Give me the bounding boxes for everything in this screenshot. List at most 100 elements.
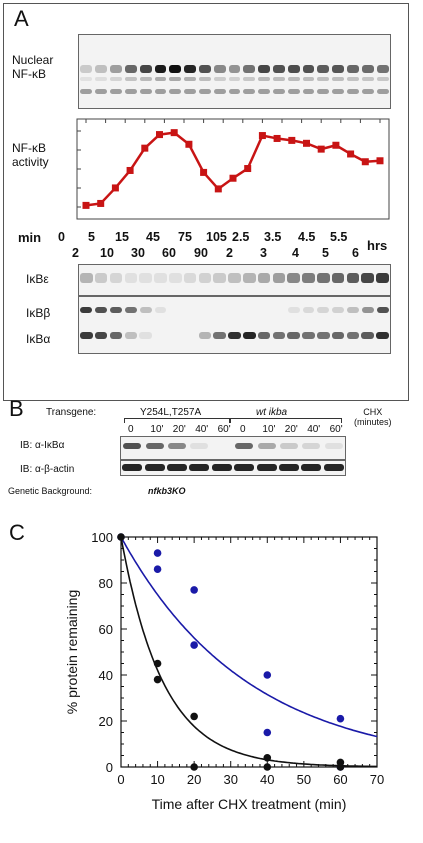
- blot-band: [302, 307, 315, 313]
- blot-band: [139, 89, 152, 94]
- blot-band: [324, 443, 343, 449]
- blot-band: [154, 89, 167, 94]
- blot-band: [184, 65, 196, 73]
- time-tick-bottom: 3: [260, 246, 267, 260]
- blot-band: [154, 307, 167, 313]
- actin-blot: [120, 460, 346, 476]
- blot-band: [198, 77, 211, 81]
- blot-band: [376, 89, 389, 94]
- decay-point: [190, 763, 198, 771]
- time-tick-bottom: 6: [352, 246, 359, 260]
- blot-band: [376, 77, 389, 81]
- y-tick-label: 100: [91, 530, 113, 545]
- blot-band: [273, 89, 285, 94]
- blot-band: [80, 273, 93, 283]
- y-tick-label: 20: [99, 714, 113, 729]
- blot-band: [376, 273, 389, 283]
- blot-band: [124, 307, 137, 313]
- decay-point: [263, 763, 272, 771]
- decay-point: [190, 712, 198, 721]
- activity-point: [303, 139, 310, 147]
- activity-point: [111, 184, 119, 192]
- transgene-label: Transgene:: [46, 407, 97, 418]
- decay-fit-line: [120, 536, 378, 768]
- chx-label: CHX (minutes): [354, 407, 392, 427]
- activity-point: [347, 150, 355, 158]
- blot-band: [332, 89, 345, 94]
- activity-point: [361, 158, 369, 166]
- ib-actin-label: IB: α-β-actin: [20, 464, 75, 475]
- blot-band: [317, 307, 330, 313]
- time-tick-top: 4.5: [298, 230, 316, 244]
- blot-band: [169, 89, 182, 94]
- blot-band: [213, 65, 226, 73]
- activity-point: [200, 168, 208, 176]
- blot-band: [213, 273, 226, 283]
- y-tick-label: 80: [99, 576, 113, 591]
- blot-band: [80, 307, 93, 313]
- time-tick-bottom: 60: [162, 246, 176, 260]
- protein-decay-chart: 0 10 20 30 40 50 60 70 0 20 40 60 80 100 Time after CH…: [64, 530, 384, 812]
- activity-point: [214, 185, 222, 193]
- blot-band: [139, 65, 152, 73]
- blot-band: [95, 89, 108, 94]
- blot-band: [122, 464, 143, 471]
- blot-band: [94, 332, 108, 339]
- activity-point: [317, 145, 325, 153]
- ikbe-label: IκBε: [26, 272, 49, 286]
- activity-point: [244, 165, 252, 173]
- blot-band: [317, 89, 330, 94]
- decay-point: [153, 659, 162, 668]
- ib-ikba-label: IB: α-IκBα: [20, 440, 65, 451]
- blot-band: [346, 273, 360, 283]
- blot-band: [331, 273, 345, 283]
- activity-point: [156, 131, 163, 139]
- blot-band: [243, 332, 256, 339]
- x-tick-label: 40: [260, 772, 274, 787]
- blot-band: [110, 65, 122, 73]
- blot-band: [169, 77, 182, 81]
- transgene-group-wt: wt ikba: [256, 407, 288, 418]
- chx-time-label: 60': [217, 424, 231, 435]
- decay-point: [336, 714, 345, 723]
- decay-point: [190, 586, 198, 594]
- blot-band: [80, 89, 93, 94]
- blot-band: [213, 89, 226, 94]
- blot-band: [198, 65, 211, 73]
- blot-band: [228, 65, 241, 73]
- time-tick-top: 15: [115, 230, 129, 244]
- x-tick-label: 60: [333, 772, 347, 787]
- blot-band: [168, 443, 186, 449]
- blot-band: [302, 89, 315, 94]
- time-tick-bottom: 5: [322, 246, 329, 260]
- min-label: min: [18, 230, 42, 245]
- decay-point: [336, 763, 345, 771]
- activity-point: [376, 157, 384, 165]
- blot-band: [154, 77, 167, 81]
- blot-band: [166, 464, 188, 471]
- blot-band: [376, 332, 389, 339]
- blot-band: [257, 332, 271, 339]
- blot-band: [273, 65, 285, 73]
- time-tick-top: 75: [178, 230, 192, 244]
- time-tick-top: 3.5: [264, 230, 282, 244]
- genetic-background-label: Genetic Background:: [8, 486, 93, 496]
- blot-band: [361, 332, 375, 339]
- x-tick-label: 50: [297, 772, 311, 787]
- blot-band: [183, 273, 197, 283]
- blot-band: [243, 77, 256, 81]
- blot-band: [332, 77, 345, 81]
- blot-band: [189, 464, 210, 471]
- activity-point: [288, 136, 296, 144]
- activity-point: [185, 140, 193, 148]
- panel-a-frame: [3, 3, 409, 401]
- blot-band: [198, 273, 212, 283]
- blot-band: [94, 273, 108, 283]
- blot-band: [109, 273, 123, 283]
- activity-plot-frame: [76, 118, 390, 220]
- blot-band: [256, 464, 277, 471]
- blot-band: [302, 65, 315, 73]
- blot-band: [257, 273, 271, 283]
- blot-band: [169, 65, 182, 73]
- blot-band: [287, 77, 300, 81]
